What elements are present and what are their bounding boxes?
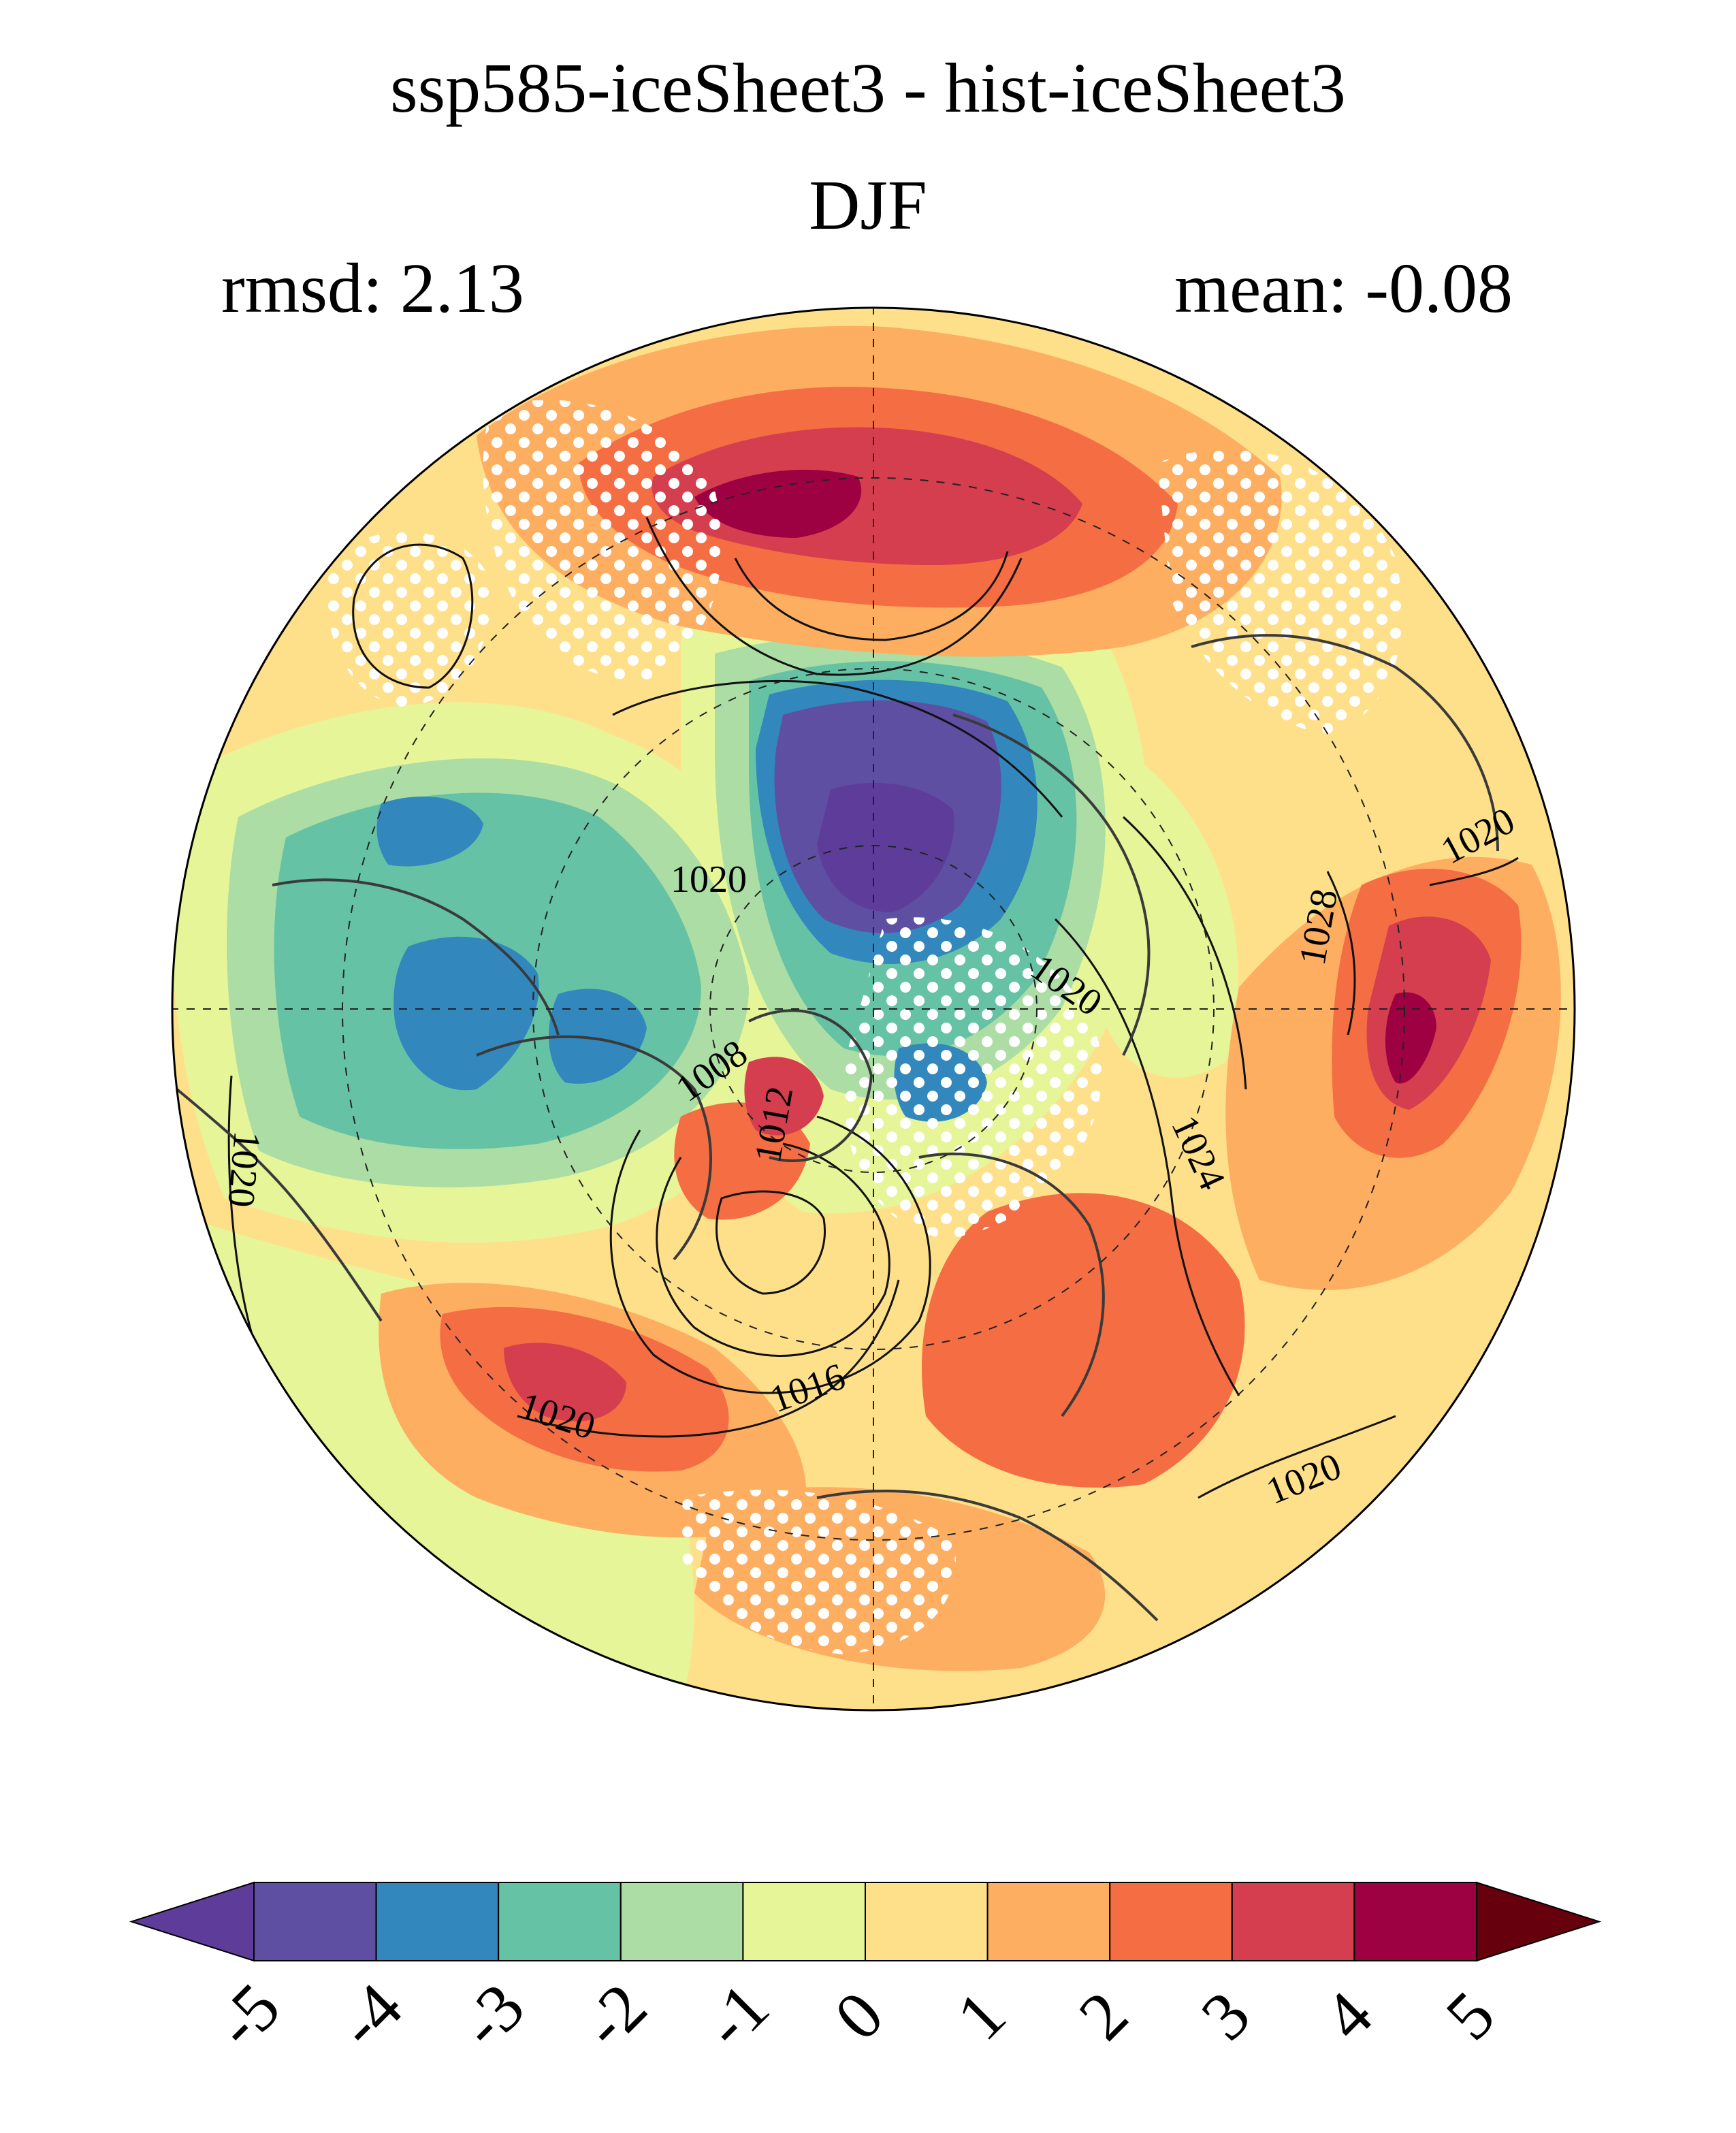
colorbar-tick-label: -4 — [323, 1969, 416, 2062]
colorbar-tick-label: 5 — [1432, 1977, 1509, 2055]
contour-line — [645, 517, 1023, 676]
contour-line — [517, 1279, 900, 1438]
coastline — [1191, 634, 1499, 852]
coastline — [816, 1490, 1159, 1622]
colorbar-segment — [865, 1882, 988, 1961]
contour-line — [352, 543, 474, 689]
field-neg5-core — [817, 783, 954, 912]
contour-line — [1326, 871, 1356, 1036]
colorbar: -5 -4 -3 -2 -1 0 1 2 3 4 5 — [129, 1881, 1602, 2062]
colorbar-segments — [129, 1881, 1602, 1962]
contour-line — [1197, 1415, 1396, 1499]
map-disk — [172, 308, 1575, 1710]
colorbar-tick-label: 4 — [1309, 1977, 1387, 2055]
mean-label: mean: -0.08 — [1174, 249, 1513, 327]
colorbar-segment — [986, 1882, 1111, 1961]
colorbar-tick-label: 0 — [820, 1977, 898, 2055]
contour-line — [609, 1115, 931, 1394]
field-pos4-pacific — [694, 470, 862, 538]
slp-contours — [227, 517, 1519, 1499]
graticule — [172, 308, 1575, 1710]
colorbar-tick-label: -2 — [568, 1969, 661, 2062]
coastline — [476, 1035, 712, 1261]
colorbar-tick-label: 1 — [942, 1977, 1020, 2055]
contour-line — [1054, 918, 1240, 1396]
field-neg4-a — [376, 797, 483, 867]
field-pos3-atlantic — [504, 1343, 626, 1422]
colorbar-segment — [1109, 1882, 1233, 1961]
contour-line — [716, 1190, 826, 1295]
coastline — [748, 1009, 873, 1162]
polar-map: 1020 1020 1028 1020 1024 1008 1012 1020 … — [171, 306, 1576, 1712]
figure-title: ssp585-iceSheet3 - hist-iceSheet3 — [390, 49, 1346, 127]
rmsd-label: rmsd: 2.13 — [221, 249, 524, 327]
contour-line — [656, 1142, 890, 1357]
stipple-region-east — [1157, 449, 1402, 735]
colorbar-segment — [253, 1882, 377, 1961]
contour-label: 1020 — [671, 859, 747, 901]
contour-line — [734, 551, 1009, 641]
colorbar-segment — [742, 1882, 867, 1961]
contour-line — [1122, 816, 1247, 1090]
colorbar-tick-label: 2 — [1065, 1977, 1142, 2055]
field-pos3-labrador — [744, 1057, 824, 1136]
colorbar-tick-label: 3 — [1187, 1977, 1264, 2055]
colorbar-min-arrow — [129, 1881, 255, 1962]
contour-line — [227, 1075, 253, 1335]
contour-line — [1429, 856, 1519, 886]
map-border — [171, 306, 1576, 1712]
coastline — [176, 1088, 383, 1322]
colorbar-segment — [1231, 1882, 1355, 1961]
field-pos2-europe — [922, 1193, 1245, 1488]
field-neg4-b — [393, 936, 539, 1091]
field-neg4-c — [549, 989, 647, 1084]
stipple-region-europe — [681, 1490, 956, 1654]
colorbar-max-arrow — [1476, 1881, 1602, 1962]
contour-line — [612, 679, 1063, 818]
stipple-region-west — [325, 532, 492, 708]
colorbar-tick-label: -3 — [445, 1969, 539, 2062]
colorbar-segment — [375, 1882, 500, 1961]
colorbar-segment — [498, 1882, 622, 1961]
colorbar-tick-label: -1 — [690, 1969, 783, 2062]
coastlines — [176, 634, 1499, 1622]
colorbar-tick-label: -5 — [201, 1969, 294, 2062]
coastline — [272, 878, 560, 1036]
season-label: DJF — [809, 166, 927, 244]
colorbar-segment — [1353, 1882, 1478, 1961]
contour-label: 1020 — [219, 1129, 268, 1209]
field-neg1-east — [1089, 749, 1238, 1078]
stipple-region-pacific — [483, 400, 722, 681]
colorbar-segment — [620, 1882, 744, 1961]
field-pos4-asia — [1385, 992, 1436, 1084]
stipple-region-center — [843, 917, 1103, 1239]
coastline — [918, 1152, 1105, 1417]
colorbar-ticks: -5 -4 -3 -2 -1 0 1 2 3 4 5 — [201, 1969, 1509, 2062]
coastline — [952, 713, 1151, 1056]
